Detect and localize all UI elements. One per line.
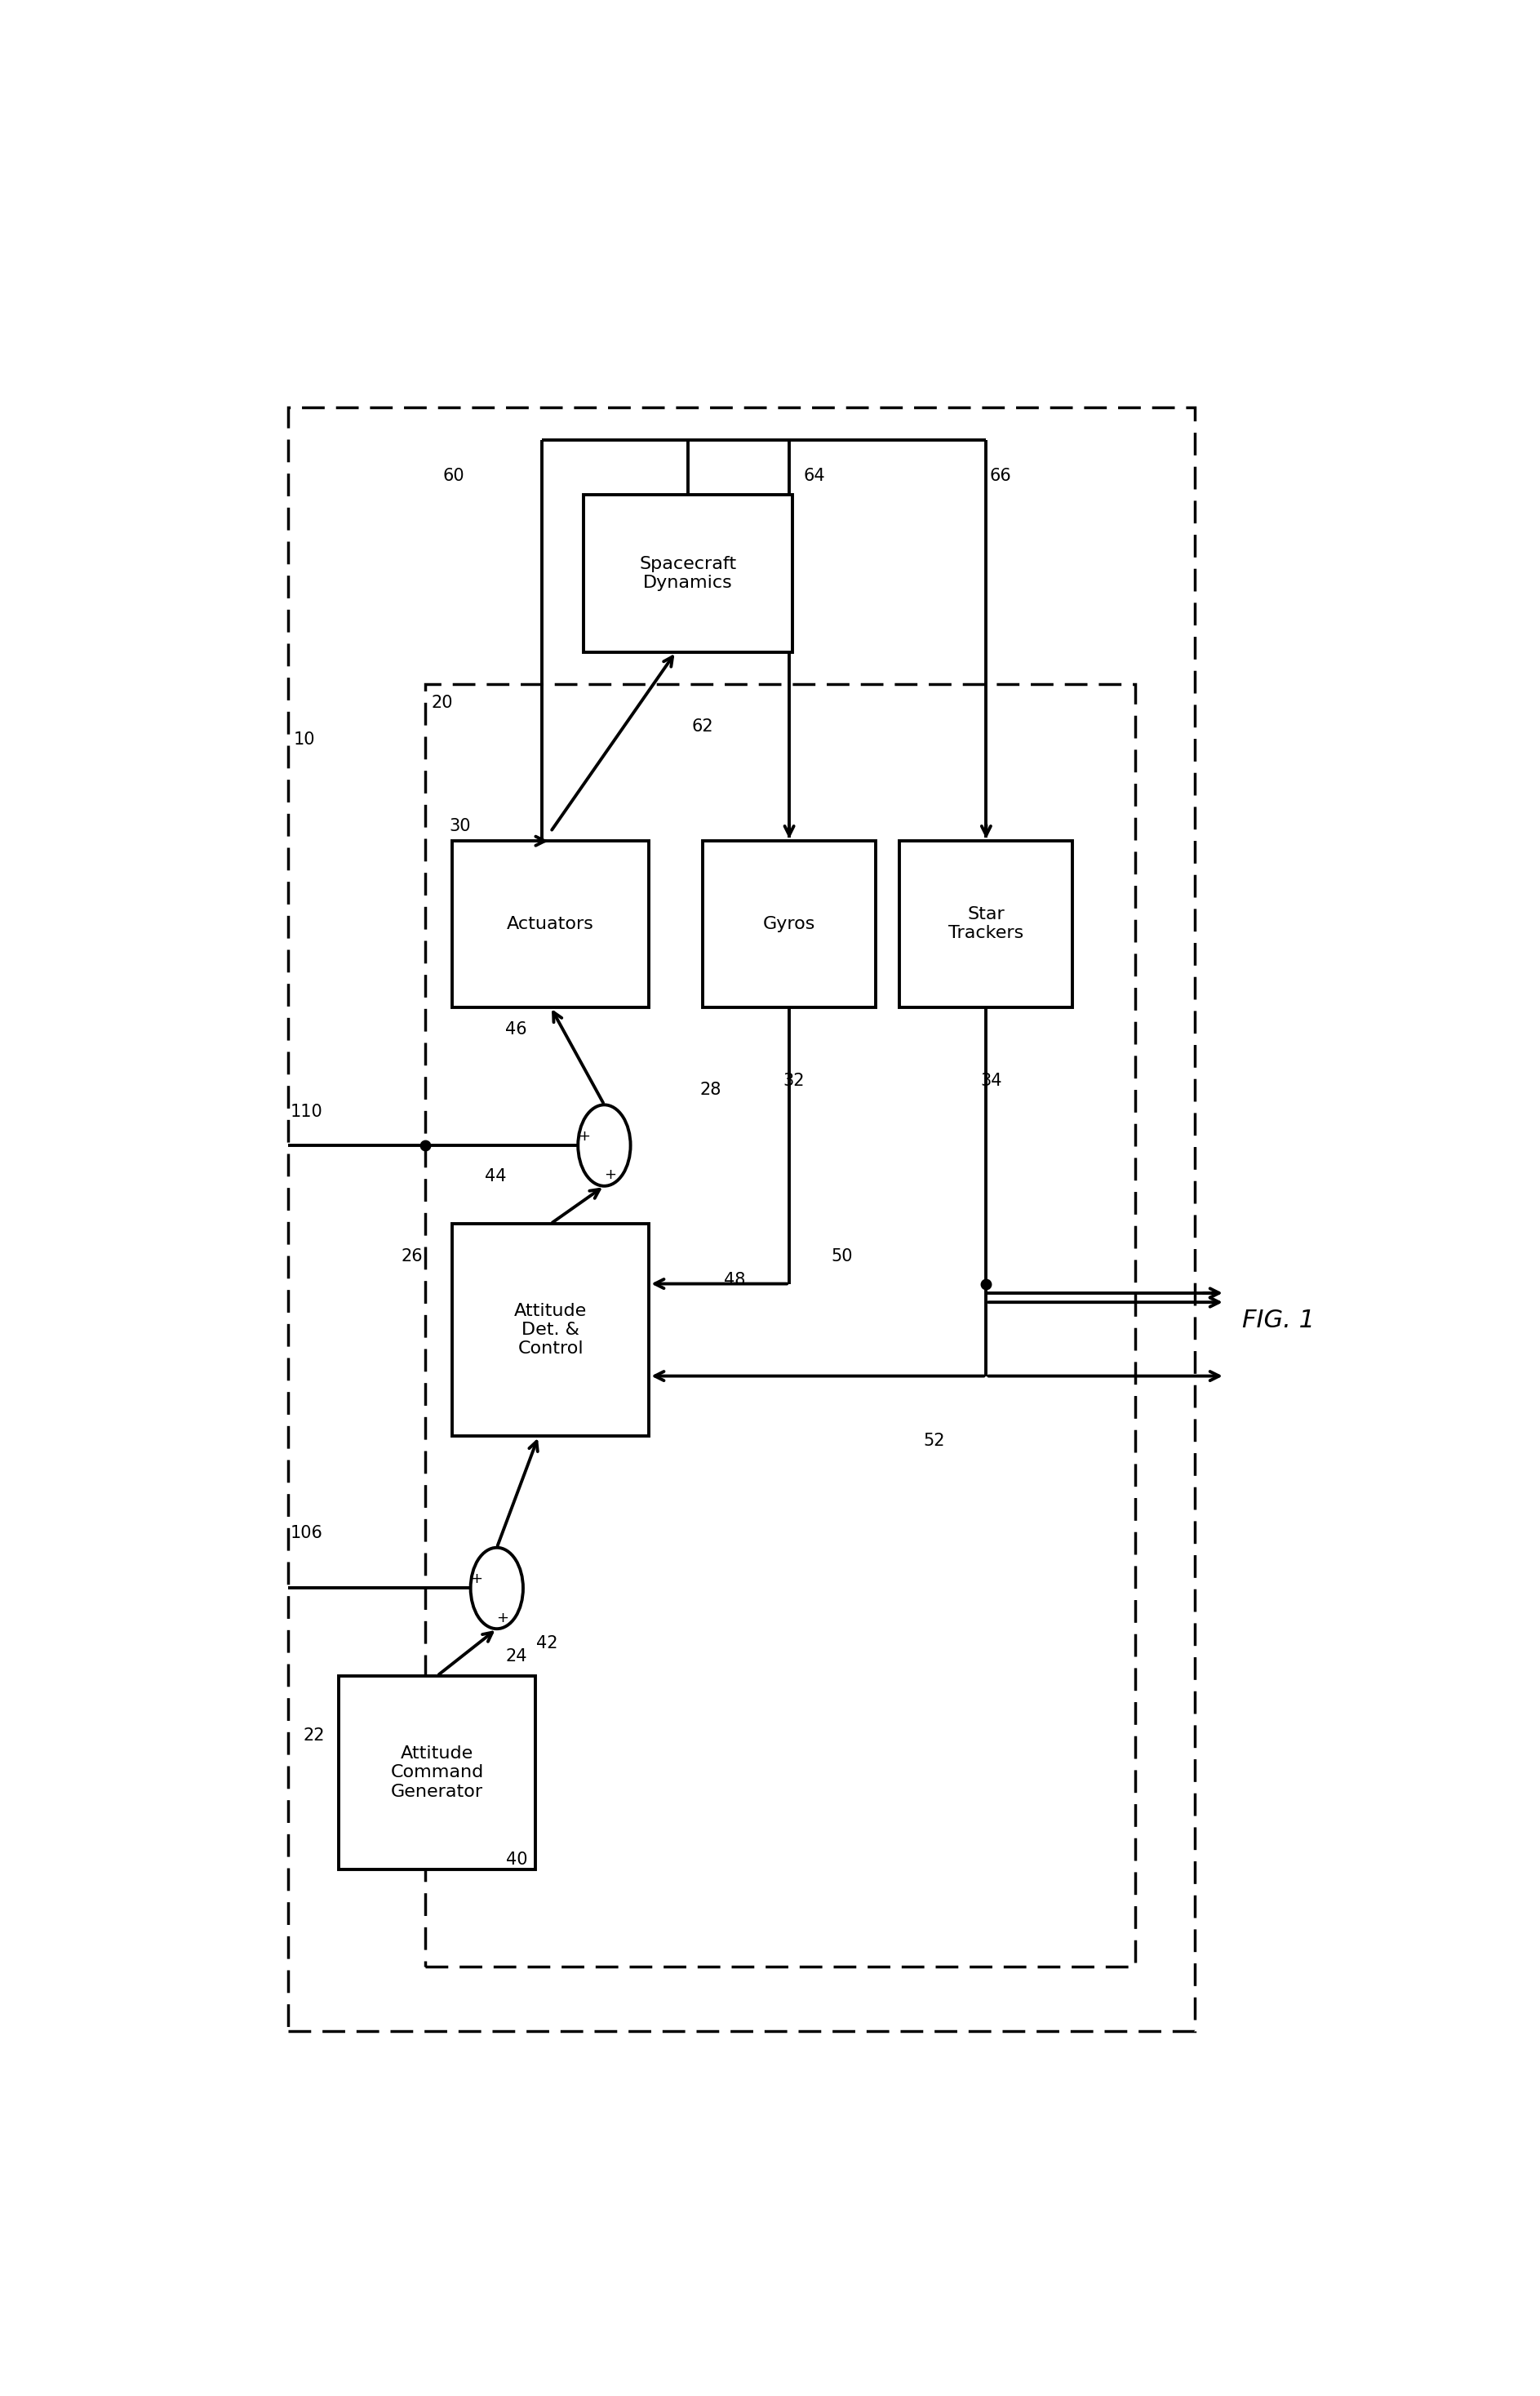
Text: 48: 48	[724, 1272, 745, 1289]
Text: 24: 24	[505, 1648, 527, 1665]
Text: +: +	[497, 1610, 508, 1624]
Text: +: +	[470, 1572, 482, 1586]
Text: 66: 66	[990, 467, 1012, 484]
Text: 60: 60	[444, 467, 465, 484]
FancyBboxPatch shape	[453, 1224, 648, 1435]
Text: Attitude
Det. &
Control: Attitude Det. & Control	[514, 1303, 587, 1356]
Text: 42: 42	[536, 1636, 557, 1651]
Text: 30: 30	[450, 817, 471, 834]
Text: 106: 106	[291, 1524, 323, 1541]
Text: 44: 44	[485, 1169, 507, 1186]
Text: Star
Trackers: Star Trackers	[949, 906, 1024, 942]
Circle shape	[578, 1105, 630, 1186]
Text: Spacecraft
Dynamics: Spacecraft Dynamics	[639, 556, 736, 592]
Text: 34: 34	[979, 1073, 1003, 1090]
Circle shape	[471, 1548, 524, 1629]
Text: 50: 50	[832, 1248, 853, 1265]
Text: FIG. 1: FIG. 1	[1243, 1308, 1315, 1332]
Text: 62: 62	[691, 719, 713, 736]
Text: Gyros: Gyros	[762, 915, 816, 932]
Text: 28: 28	[699, 1083, 721, 1097]
Text: Attitude
Command
Generator: Attitude Command Generator	[391, 1747, 484, 1799]
Text: 110: 110	[291, 1105, 323, 1121]
Text: Actuators: Actuators	[507, 915, 594, 932]
Text: 46: 46	[505, 1021, 527, 1037]
FancyBboxPatch shape	[453, 841, 648, 1006]
FancyBboxPatch shape	[899, 841, 1073, 1006]
Text: +: +	[604, 1167, 616, 1181]
Text: 32: 32	[784, 1073, 805, 1090]
Text: 64: 64	[804, 467, 825, 484]
FancyBboxPatch shape	[702, 841, 876, 1006]
Text: 22: 22	[303, 1728, 325, 1744]
FancyBboxPatch shape	[425, 685, 1135, 1967]
FancyBboxPatch shape	[584, 496, 792, 652]
Text: 26: 26	[402, 1248, 424, 1265]
Text: 52: 52	[922, 1433, 944, 1450]
FancyBboxPatch shape	[288, 407, 1195, 2032]
Text: +: +	[578, 1129, 590, 1143]
Text: 10: 10	[294, 731, 316, 748]
FancyBboxPatch shape	[339, 1675, 536, 1869]
Text: 40: 40	[507, 1852, 528, 1866]
Text: 20: 20	[431, 695, 453, 712]
